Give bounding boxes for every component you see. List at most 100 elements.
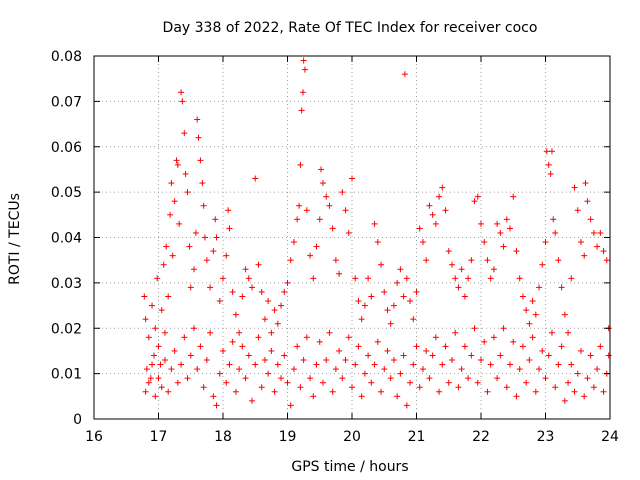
data-point [297, 161, 304, 168]
data-point [368, 293, 375, 300]
data-point [223, 252, 230, 259]
x-tick-label: 20 [343, 429, 361, 445]
data-point [400, 293, 407, 300]
data-point [468, 352, 475, 359]
data-point [536, 284, 543, 291]
x-tick-label: 19 [279, 429, 297, 445]
data-point [516, 275, 523, 282]
data-point [410, 316, 417, 323]
data-point [465, 275, 472, 282]
data-point [413, 288, 420, 295]
data-point [516, 366, 523, 373]
data-point [274, 320, 281, 327]
data-point [261, 316, 268, 323]
data-point [413, 343, 420, 350]
data-point [297, 384, 304, 391]
data-point [161, 357, 168, 364]
data-point [526, 357, 533, 364]
data-point [173, 157, 180, 164]
data-point [371, 220, 378, 227]
data-point [371, 361, 378, 368]
data-point [442, 343, 449, 350]
data-point [594, 366, 601, 373]
data-point [332, 257, 339, 264]
data-point [452, 275, 459, 282]
data-point [249, 284, 256, 291]
data-point [374, 338, 381, 345]
data-point [258, 288, 265, 295]
data-point [507, 361, 514, 368]
data-point [410, 361, 417, 368]
data-point [181, 334, 188, 341]
data-point [190, 325, 197, 332]
data-point [255, 261, 262, 268]
y-tick-label: 0.06 [51, 140, 82, 156]
data-point [225, 207, 232, 214]
data-point [574, 370, 581, 377]
data-point [500, 325, 507, 332]
data-point [542, 375, 549, 382]
data-point [539, 261, 546, 268]
data-point [490, 266, 497, 273]
data-point [187, 284, 194, 291]
data-point [213, 234, 220, 241]
data-point [213, 402, 220, 409]
data-point [374, 239, 381, 246]
data-point [258, 384, 265, 391]
data-point [387, 375, 394, 382]
data-point [368, 379, 375, 386]
data-point [548, 148, 555, 155]
data-point [426, 202, 433, 209]
data-point [339, 375, 346, 382]
data-point [271, 307, 278, 314]
data-point [143, 366, 150, 373]
data-point [432, 220, 439, 227]
data-point [445, 248, 452, 255]
data-point [319, 379, 326, 386]
data-point [494, 375, 501, 382]
data-point [455, 284, 462, 291]
data-point [194, 116, 201, 123]
data-point [236, 366, 243, 373]
data-point [545, 352, 552, 359]
data-point [316, 338, 323, 345]
data-point [169, 252, 176, 259]
data-point [303, 207, 310, 214]
data-point [171, 198, 178, 205]
data-point [294, 343, 301, 350]
data-point [600, 248, 607, 255]
data-point [307, 252, 314, 259]
data-point [365, 275, 372, 282]
data-point [358, 316, 365, 323]
data-point [174, 161, 181, 168]
data-point [326, 202, 333, 209]
data-point [145, 379, 152, 386]
y-tick-label: 0.01 [51, 367, 82, 383]
data-point [448, 261, 455, 268]
data-point [574, 207, 581, 214]
data-point [167, 211, 174, 218]
data-point [165, 293, 172, 300]
data-point [245, 275, 252, 282]
data-point [223, 379, 230, 386]
grid-lines [94, 56, 610, 419]
data-point [394, 279, 401, 286]
data-point [423, 347, 430, 354]
data-point [561, 311, 568, 318]
data-point [600, 388, 607, 395]
data-point [532, 388, 539, 395]
data-point [452, 329, 459, 336]
data-point [261, 357, 268, 364]
data-point [352, 275, 359, 282]
data-point [401, 71, 408, 78]
data-point [200, 384, 207, 391]
data-point [577, 347, 584, 354]
data-point [242, 266, 249, 273]
data-point [461, 343, 468, 350]
data-point [582, 180, 589, 187]
data-point [550, 216, 557, 223]
data-point [184, 189, 191, 196]
x-tick-label: 22 [472, 429, 490, 445]
data-point [384, 307, 391, 314]
data-point [484, 257, 491, 264]
